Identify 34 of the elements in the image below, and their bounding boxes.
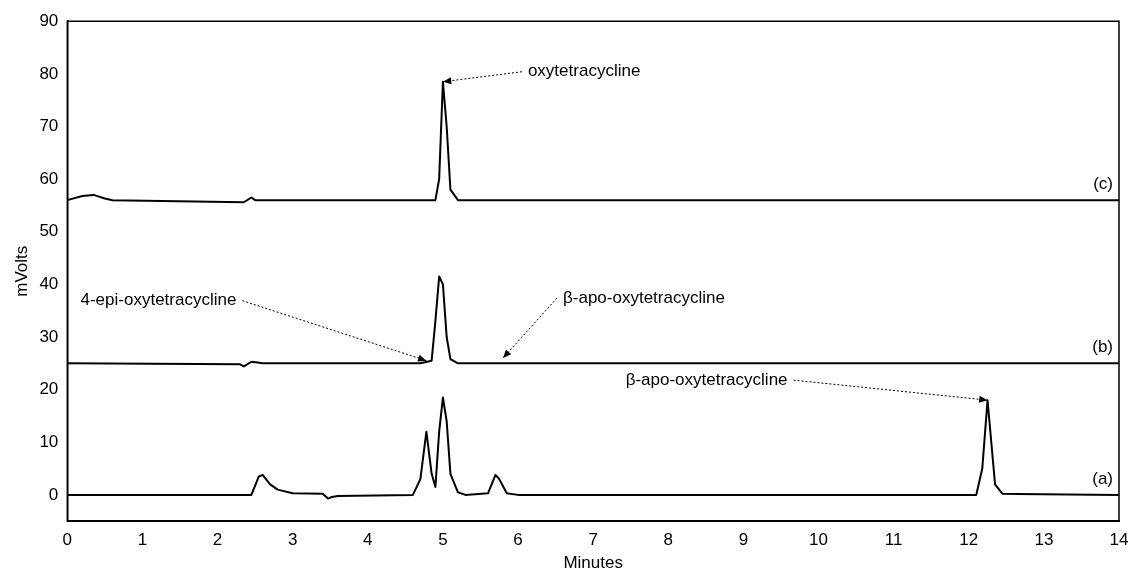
x-tick-label: 12 xyxy=(959,530,979,550)
y-tick-label: 10 xyxy=(39,431,59,451)
x-tick-label: 3 xyxy=(287,530,298,550)
y-axis-title: mVolts xyxy=(11,245,31,297)
series-label: (a) xyxy=(1092,468,1113,488)
series-label: (b) xyxy=(1092,336,1113,356)
series-label: (c) xyxy=(1093,173,1113,193)
x-tick-label: 7 xyxy=(588,530,598,550)
y-tick-label: 60 xyxy=(39,168,59,188)
x-tick-label: 8 xyxy=(663,530,674,550)
x-tick-label: 14 xyxy=(1109,530,1129,550)
y-tick-label: 50 xyxy=(39,221,59,241)
x-tick-label: 5 xyxy=(438,530,448,550)
y-tick-label: 30 xyxy=(39,326,59,346)
y-tick-label: 90 xyxy=(39,10,59,30)
y-tick-label: 80 xyxy=(39,63,59,83)
y-tick-label: 20 xyxy=(39,379,59,399)
x-tick-label: 11 xyxy=(884,530,903,550)
x-tick-label: 2 xyxy=(212,530,223,550)
y-tick-label: 70 xyxy=(39,116,59,136)
x-tick-label: 10 xyxy=(809,530,828,550)
x-axis-title: Minutes xyxy=(563,553,623,573)
x-tick-label: 0 xyxy=(62,530,73,550)
y-tick-label: 0 xyxy=(48,484,59,504)
y-tick-label: 40 xyxy=(39,274,59,294)
x-tick-label: 6 xyxy=(513,530,523,550)
annotation: 4-epi-oxytetracycline xyxy=(80,290,237,310)
x-tick-label: 4 xyxy=(363,530,373,550)
annotation: oxytetracycline xyxy=(527,61,641,81)
annotation: β-apo-oxytetracycline xyxy=(563,287,725,307)
x-tick-label: 1 xyxy=(137,530,148,550)
x-tick-label: 9 xyxy=(738,530,749,550)
x-tick-label: 13 xyxy=(1034,530,1054,550)
annotation: β-apo-oxytetracycline xyxy=(625,369,788,389)
